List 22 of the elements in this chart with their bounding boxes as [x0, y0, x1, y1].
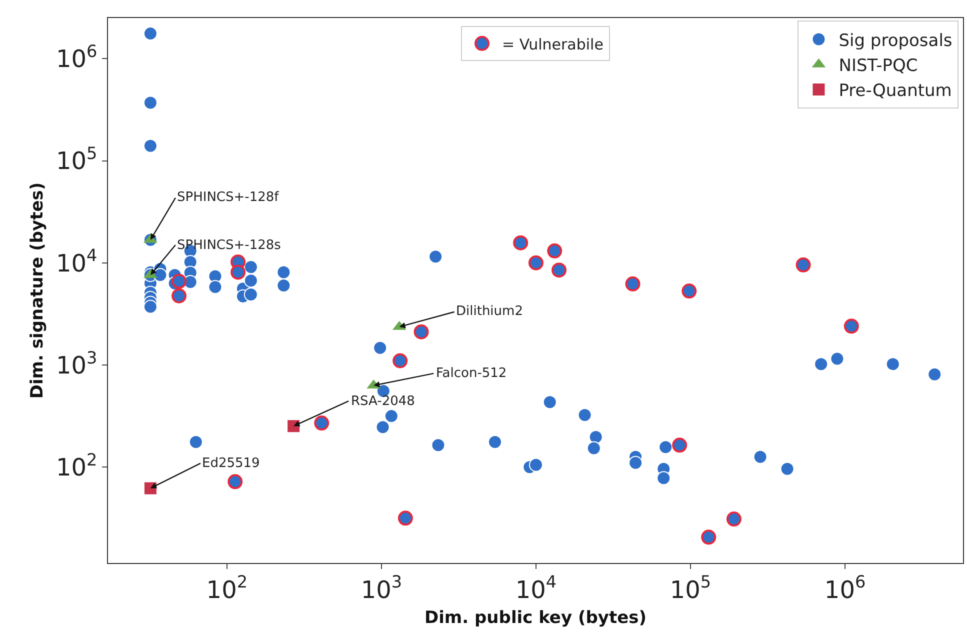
x-axis-title: Dim. public key (bytes) — [424, 608, 647, 628]
annotation: Falcon-512 — [436, 366, 507, 381]
y-tick-label: 10$^{4}$ — [56, 245, 98, 278]
y-tick-label: 10$^{5}$ — [56, 143, 98, 176]
legend-label: Sig proposals — [838, 30, 952, 51]
x-tick-label: 10$^{3}$ — [360, 572, 402, 604]
x-tick-label: 10$^{5}$ — [670, 572, 712, 604]
legend-label: NIST-PQC — [838, 56, 918, 76]
y-axis-title: Dim. signature (bytes) — [28, 182, 48, 399]
x-tick-label: 10$^{2}$ — [206, 572, 248, 604]
annotation: SPHINCS+-128f — [177, 190, 280, 205]
y-tick-label: 10$^{2}$ — [56, 449, 98, 482]
annotation: RSA-2048 — [351, 394, 415, 409]
x-tick-label: 10$^{6}$ — [824, 572, 866, 604]
legend-label: = Vulnerabile — [502, 35, 604, 54]
annotation: Dilithium2 — [456, 304, 523, 319]
annotation: Ed25519 — [202, 456, 260, 471]
x-tick-label: 10$^{4}$ — [515, 572, 557, 604]
legend-label: Pre-Quantum — [838, 81, 952, 102]
annotation: SPHINCS+-128s — [177, 238, 282, 253]
y-tick-label: 10$^{3}$ — [56, 347, 98, 380]
y-tick-label: 10$^{6}$ — [56, 40, 98, 74]
